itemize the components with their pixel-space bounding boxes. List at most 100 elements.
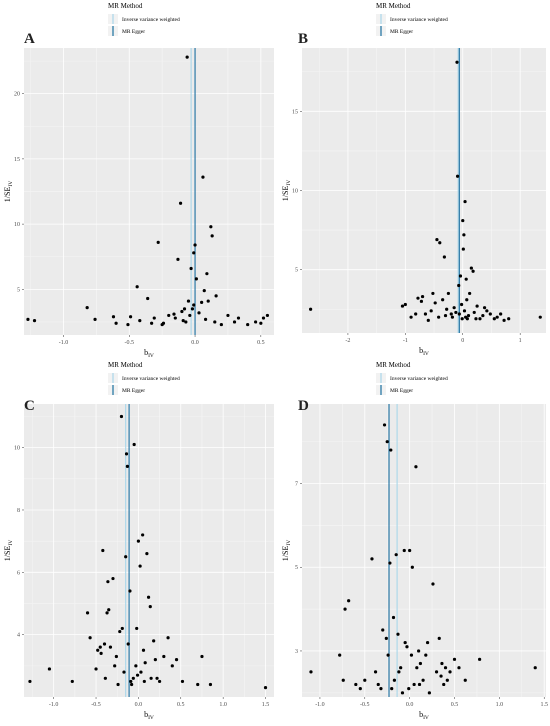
data-point xyxy=(385,440,389,444)
legend-title: MR Method xyxy=(376,2,411,10)
data-point xyxy=(120,626,124,631)
data-point xyxy=(433,301,437,305)
data-point xyxy=(138,319,142,323)
data-point xyxy=(125,464,129,468)
data-point xyxy=(219,322,223,327)
data-point xyxy=(472,310,476,315)
data-point xyxy=(442,255,446,259)
y-tick-label: 5 xyxy=(295,268,298,274)
data-point xyxy=(427,691,431,695)
legend-label: MR Egger xyxy=(390,388,413,394)
data-point xyxy=(457,312,461,316)
data-point xyxy=(155,676,159,680)
data-point xyxy=(172,312,176,316)
data-point xyxy=(178,201,183,205)
data-point xyxy=(409,315,413,319)
data-point xyxy=(389,448,393,452)
data-point xyxy=(499,312,503,316)
data-point xyxy=(363,678,367,682)
data-point xyxy=(397,670,401,674)
data-point xyxy=(492,317,496,321)
data-point xyxy=(167,313,171,318)
data-point xyxy=(457,666,461,670)
data-point xyxy=(462,309,467,313)
data-point xyxy=(265,313,270,318)
data-point xyxy=(402,548,406,553)
data-point xyxy=(32,319,37,323)
data-point xyxy=(415,666,419,670)
data-point xyxy=(443,666,448,670)
data-point xyxy=(208,682,213,687)
data-point xyxy=(457,283,461,288)
data-point xyxy=(407,687,411,691)
legend-title: MR Method xyxy=(376,361,411,369)
data-point xyxy=(425,640,430,645)
legend: MR Method Inverse variance weighted MR Egg… xyxy=(376,2,448,36)
y-tick-label: 7 xyxy=(295,482,298,488)
data-point xyxy=(437,636,441,641)
data-point xyxy=(466,313,471,318)
data-point xyxy=(200,654,204,659)
data-point xyxy=(136,539,141,543)
data-point xyxy=(113,664,117,668)
data-point xyxy=(146,296,150,301)
data-point xyxy=(452,306,456,310)
x-axis-title: bIV xyxy=(144,710,154,721)
x-tick-label: -1.0 xyxy=(59,340,69,346)
legend-title: MR Method xyxy=(108,2,143,10)
data-point xyxy=(409,653,414,657)
data-point xyxy=(474,317,478,321)
data-point xyxy=(180,309,184,314)
data-point xyxy=(478,657,482,661)
y-tick-label: 8 xyxy=(17,508,20,514)
data-point xyxy=(161,321,166,325)
data-point xyxy=(341,678,345,682)
y-axis-title: 1/SEIV xyxy=(3,540,14,561)
data-point xyxy=(423,312,428,316)
data-point xyxy=(190,307,195,311)
x-tick-label: 0.0 xyxy=(191,340,199,346)
data-point xyxy=(437,315,441,319)
data-point xyxy=(309,307,313,311)
legend-title: MR Method xyxy=(108,361,143,369)
data-point xyxy=(166,636,170,640)
data-point xyxy=(309,670,313,674)
data-point xyxy=(445,678,449,682)
data-point xyxy=(434,670,439,674)
x-tick-label: 0.0 xyxy=(406,702,414,708)
data-point xyxy=(382,423,387,427)
data-point xyxy=(354,682,358,687)
data-point xyxy=(141,648,146,652)
legend: MR Method Inverse variance weighted MR Egg… xyxy=(376,361,448,395)
data-point xyxy=(96,648,100,652)
data-point xyxy=(119,414,124,419)
data-point xyxy=(438,241,442,245)
data-point xyxy=(431,291,435,296)
data-point xyxy=(205,272,209,276)
data-point xyxy=(426,318,430,322)
data-point xyxy=(124,555,128,559)
data-point xyxy=(471,269,475,273)
data-point xyxy=(135,626,139,631)
data-point xyxy=(455,60,459,64)
y-tick-label: 15 xyxy=(292,109,298,115)
legend-label: MR Egger xyxy=(390,29,413,35)
data-point xyxy=(338,653,342,657)
legend-label: Inverse variance weighted xyxy=(390,17,448,23)
legend-label: MR Egger xyxy=(122,388,145,394)
data-point xyxy=(485,309,489,313)
data-point xyxy=(124,452,129,456)
data-point xyxy=(417,682,422,687)
data-point xyxy=(210,234,214,238)
data-point xyxy=(461,247,465,251)
data-point xyxy=(465,317,469,321)
data-point xyxy=(373,670,378,674)
data-point xyxy=(481,313,485,318)
y-tick-label: 10 xyxy=(292,189,298,195)
data-point xyxy=(93,317,97,321)
data-point xyxy=(460,317,464,321)
data-point xyxy=(182,307,187,311)
data-point xyxy=(394,553,398,557)
data-point xyxy=(47,667,52,671)
